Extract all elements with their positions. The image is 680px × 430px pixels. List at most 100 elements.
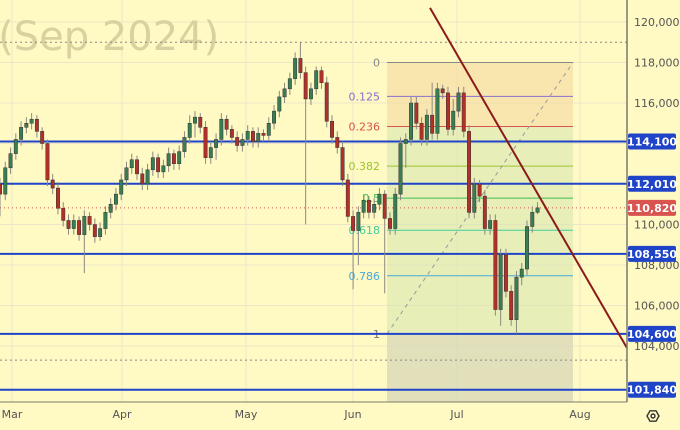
candle-down: [382, 193, 387, 219]
candle-down: [446, 92, 450, 130]
candle-up: [361, 199, 366, 213]
support-resistance-levels[interactable]: [0, 41, 627, 391]
level-price-label: 104,600: [627, 328, 677, 341]
candle-up: [124, 167, 129, 181]
candle-up: [424, 114, 429, 140]
candle-down: [56, 187, 60, 209]
candle-up: [166, 153, 171, 167]
fib-level-label: 0.5: [363, 192, 381, 205]
candle-down: [135, 159, 139, 175]
last-price-tag: [628, 199, 676, 216]
trend-line-segment[interactable]: [429, 7, 628, 349]
candle-up: [525, 226, 529, 270]
candle-up: [119, 179, 124, 195]
candle-down: [34, 118, 39, 132]
price-tick-label: 120,000: [634, 16, 680, 29]
candle-up: [13, 139, 18, 154]
candle-up: [308, 88, 313, 100]
candle-up: [403, 139, 408, 144]
fib-level-label: 0.382: [349, 160, 381, 173]
candle-up: [24, 123, 29, 128]
level-price-tag: [628, 325, 676, 342]
candle-down: [203, 127, 208, 158]
candle-up: [498, 254, 503, 310]
candle-down: [171, 153, 176, 164]
level-price-tag: [628, 245, 676, 262]
candle-down: [493, 220, 498, 310]
candle-up: [98, 228, 103, 237]
watermark: S (Sep 2024): [0, 14, 219, 60]
level-price-tag: [628, 381, 676, 398]
candle-up: [29, 118, 34, 124]
candle-up: [277, 96, 282, 112]
candle-down: [66, 220, 71, 229]
time-tick-label: May: [235, 408, 258, 421]
candle-down: [319, 70, 324, 83]
candle-up: [266, 123, 271, 136]
candle-down: [430, 114, 435, 134]
candle-up: [150, 157, 155, 171]
candle-up: [113, 193, 118, 205]
candle-up: [19, 127, 24, 140]
price-tick-label: 118,000: [634, 57, 680, 70]
candle-up: [488, 220, 493, 229]
candle-up: [282, 88, 287, 98]
level-price-tag: [628, 133, 676, 150]
candle-up: [535, 207, 540, 213]
candle-up: [272, 110, 276, 124]
fib-zone-bottom: [387, 333, 573, 402]
candle-down: [40, 131, 45, 144]
level-price-label: 101,840: [627, 384, 677, 397]
candle-down: [414, 102, 419, 124]
candle-down: [324, 82, 329, 122]
candle-up: [8, 153, 13, 169]
candle-down: [303, 72, 308, 100]
fib-level-label: 0.786: [349, 270, 381, 283]
candles: [0, 42, 540, 334]
price-axis[interactable]: 104,000 106,000 108,000 110,000 116,000 118,0…: [634, 16, 680, 353]
candle-up: [182, 137, 187, 152]
candle-down: [345, 179, 350, 217]
candle-down: [477, 183, 482, 197]
candle-down: [467, 131, 471, 213]
candle-down: [419, 123, 424, 140]
candle-down: [45, 143, 50, 181]
candle-up: [219, 118, 224, 140]
candle-up: [451, 110, 456, 130]
candle-down: [0, 183, 2, 195]
candle-up: [435, 88, 440, 134]
candle-down: [351, 216, 356, 231]
candle-up: [456, 92, 461, 112]
time-tick-label: Mar: [2, 408, 23, 421]
candle-up: [530, 212, 535, 227]
candle-up: [372, 204, 377, 213]
fib-level-label: 0.618: [349, 224, 381, 237]
candle-up: [208, 147, 213, 158]
time-axis[interactable]: Mar Apr May Jun Jul Aug: [2, 408, 591, 421]
candle-down: [77, 220, 81, 235]
gear-icon[interactable]: [646, 410, 660, 422]
candle-up: [161, 165, 166, 173]
candle-down: [61, 208, 66, 221]
trend-line[interactable]: [429, 7, 628, 349]
candle-up: [393, 193, 398, 229]
candle-up: [3, 167, 8, 195]
candle-up: [314, 70, 319, 90]
time-tick-label: Apr: [112, 408, 132, 421]
candle-down: [388, 218, 392, 229]
candle-up: [256, 133, 261, 142]
candle-up: [293, 58, 298, 79]
time-tick-label: Jul: [449, 408, 463, 421]
price-tick-label: 104,000: [634, 340, 680, 353]
last-price-label: 110,820: [627, 202, 677, 215]
candle-down: [482, 195, 487, 229]
level-price-label: 108,550: [627, 248, 677, 261]
fib-level-label: 0: [373, 57, 380, 70]
fib-trend-dashed-line[interactable]: [386, 62, 574, 335]
candle-down: [330, 120, 334, 138]
price-tick-label: 106,000: [634, 300, 680, 313]
price-tick-label: 116,000: [634, 97, 680, 110]
candle-up: [193, 116, 197, 124]
candle-down: [298, 58, 303, 73]
